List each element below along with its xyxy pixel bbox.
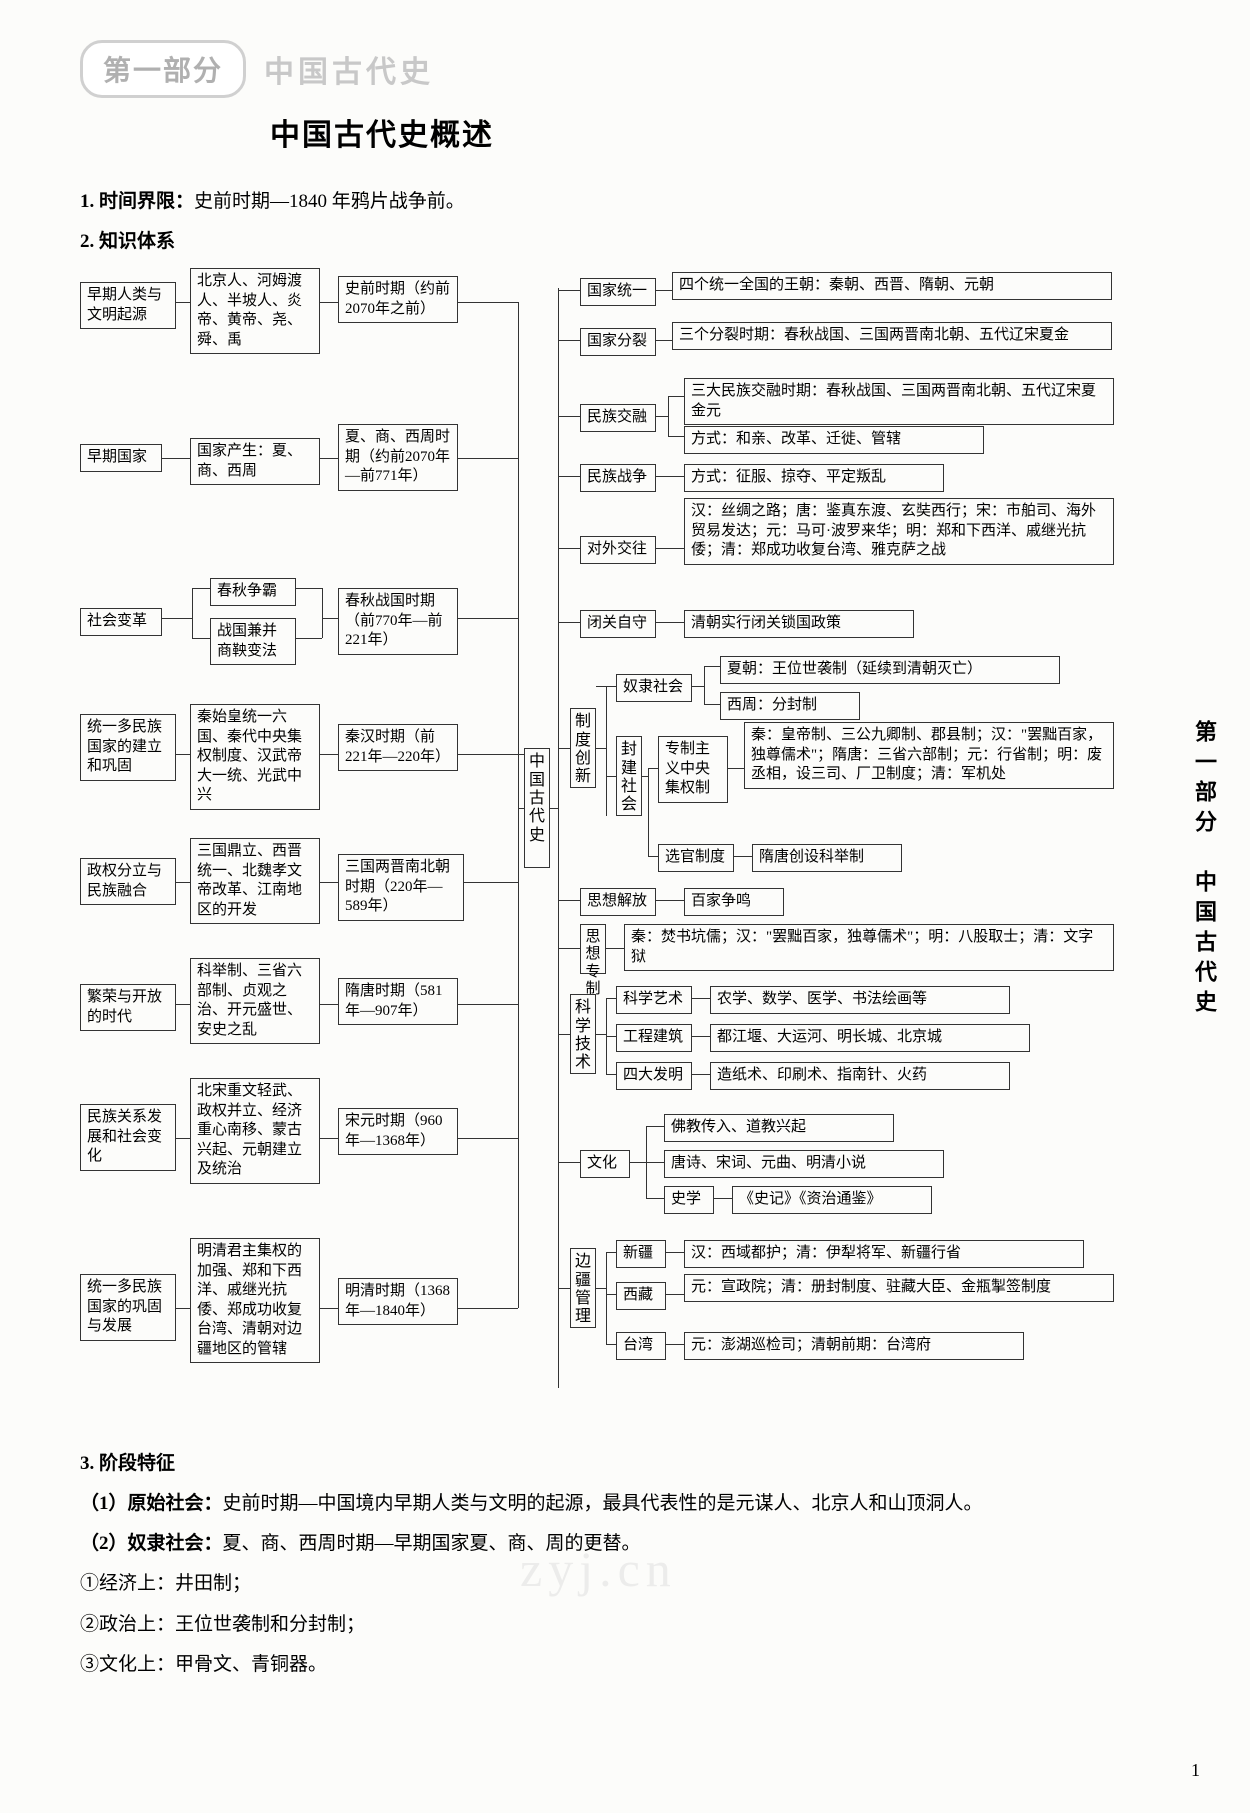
section3-p1: （1）原始社会：史前时期—中国境内早期人类与文明的起源，最具代表性的是元谋人、北… [80, 1486, 1160, 1522]
r-f3-t: 台湾 [616, 1332, 666, 1360]
r-a6-t: 闭关自守 [580, 610, 656, 638]
r-f1-c: 汉：西域都护；清：伊犁将军、新疆行省 [684, 1240, 1084, 1268]
left-cat-5: 政权分立与民族融合 [80, 858, 176, 905]
r-e2-c: 唐诗、宋词、元曲、明清小说 [664, 1150, 944, 1178]
r-d3-c: 造纸术、印刷术、指南针、火药 [710, 1062, 1010, 1090]
r-a6-c: 清朝实行闭关锁国政策 [684, 610, 914, 638]
r-c2-t: 思想专制 [580, 924, 606, 974]
main-title: 中国古代史概述 [270, 110, 1160, 154]
left-cat-8: 统一多民族国家的巩固与发展 [80, 1274, 176, 1341]
left-spine [518, 302, 519, 1308]
r-d2-t: 工程建筑 [616, 1024, 692, 1052]
r-a1-t: 国家统一 [580, 278, 656, 306]
r-d1-c: 农学、数学、医学、书法绘画等 [710, 986, 1010, 1014]
left-period-1: 史前时期（约前2070年之前） [338, 276, 458, 323]
r-a3-t: 民族交融 [580, 404, 656, 432]
r-d2-c: 都江堰、大运河、明长城、北京城 [710, 1024, 1030, 1052]
intro-line-2: 2. 知识体系 [80, 224, 1160, 260]
r-b1-c1: 夏朝：王位世袭制（延续到清朝灭亡） [720, 656, 1060, 684]
r-e3-c: 《史记》《资治通鉴》 [732, 1186, 932, 1214]
left-mid-7: 北宋重文轻武、政权并立、经济重心南移、蒙古兴起、元朝建立及统治 [190, 1078, 320, 1184]
r-system: 制度创新 [570, 708, 596, 788]
r-b2-t: 封建社会 [616, 736, 642, 816]
left-period-8: 明清时期（1368年—1840年） [338, 1278, 458, 1325]
section3-title: 3. 阶段特征 [80, 1446, 1160, 1482]
r-culture: 文化 [580, 1150, 630, 1178]
left-cat-6: 繁荣与开放的时代 [80, 984, 176, 1031]
left-mid-1: 北京人、河姆渡人、半坡人、炎帝、黄帝、尧、舜、禹 [190, 268, 320, 354]
r-a3-c1: 三大民族交融时期：春秋战国、三国两晋南北朝、五代辽宋夏金元 [684, 378, 1114, 425]
part-title-gray: 中国古代史 [264, 47, 434, 91]
r-b2-s1c: 秦：皇帝制、三公九卿制、郡县制；汉："罢黜百家，独尊儒术"；隋唐：三省六部制；元… [744, 722, 1114, 789]
left-period-4: 秦汉时期（前221年—220年） [338, 724, 458, 771]
r-d3-t: 四大发明 [616, 1062, 692, 1090]
left-mid-5: 三国鼎立、西晋统一、北魏孝文帝改革、江南地区的开发 [190, 838, 320, 924]
r-e1-c: 佛教传入、道教兴起 [664, 1114, 894, 1142]
r-b1-c2: 西周：分封制 [720, 692, 860, 720]
r-tech: 科学技术 [570, 994, 596, 1074]
r-f2-c: 元：宣政院；清：册封制度、驻藏大臣、金瓶掣签制度 [684, 1274, 1114, 1302]
r-f1-t: 新疆 [616, 1240, 666, 1268]
page: 第一部分 中国古代史 中国古代史概述 1. 时间界限：史前时期—1840 年鸦片… [0, 0, 1250, 1813]
watermark: zyj.cn [520, 1540, 677, 1598]
left-period-2: 夏、商、西周时期（约前2070年—前771年） [338, 424, 458, 491]
r-c1-t: 思想解放 [580, 888, 656, 916]
left-mid-2: 国家产生：夏、商、西周 [190, 438, 320, 485]
r-a4-t: 民族战争 [580, 464, 656, 492]
r-b2-s1: 专制主义中央集权制 [658, 736, 728, 803]
r-a2-c: 三个分裂时期：春秋战国、三国两晋南北朝、五代辽宋夏金 [672, 322, 1112, 350]
left-period-3: 春秋战国时期（前770年—前221年） [338, 588, 458, 655]
r-b2-s2: 选官制度 [658, 844, 734, 872]
r-a2-t: 国家分裂 [580, 328, 656, 356]
part-badge: 第一部分 [80, 40, 246, 98]
left-mid-8: 明清君主集权的加强、郑和下西洋、戚继光抗倭、郑成功收复台湾、清朝对边疆地区的管辖 [190, 1238, 320, 1363]
left-period-6: 隋唐时期（581年—907年） [338, 978, 458, 1025]
r-c2-c: 秦：焚书坑儒；汉："罢黜百家，独尊儒术"；明：八股取士；清：文字狱 [624, 924, 1114, 971]
r-e3-t: 史学 [664, 1186, 714, 1214]
r-f2-t: 西藏 [616, 1282, 666, 1310]
side-label: 第一部分 中国古代史 [1188, 720, 1220, 1020]
page-number: 1 [1191, 1760, 1200, 1781]
left-cat-7: 民族关系发展和社会变化 [80, 1104, 176, 1171]
r-f3-c: 元：澎湖巡检司；清朝前期：台湾府 [684, 1332, 1024, 1360]
left-period-7: 宋元时期（960年—1368年） [338, 1108, 458, 1155]
left-cat-4: 统一多民族国家的建立和巩固 [80, 714, 176, 781]
r-b1-t: 奴隶社会 [616, 674, 692, 702]
r-d1-t: 科学艺术 [616, 986, 692, 1014]
left-mid-6: 科举制、三省六部制、贞观之治、开元盛世、安史之乱 [190, 958, 320, 1044]
r-c1-c: 百家争鸣 [684, 888, 784, 916]
left-cat-1: 早期人类与文明起源 [80, 282, 176, 329]
r-border: 边疆管理 [570, 1248, 596, 1328]
section3-l3: ③文化上：甲骨文、青铜器。 [80, 1647, 1160, 1683]
r-a4-c: 方式：征服、掠夺、平定叛乱 [684, 464, 944, 492]
left-mid-3a: 春秋争霸 [210, 578, 296, 606]
intro-line-1: 1. 时间界限：史前时期—1840 年鸦片战争前。 [80, 184, 1160, 220]
r-a1-c: 四个统一全国的王朝：秦朝、西晋、隋朝、元朝 [672, 272, 1112, 300]
r-a3-c2: 方式：和亲、改革、迁徙、管辖 [684, 426, 984, 454]
center-column: 中国古代史 [524, 748, 550, 868]
r-a5-t: 对外交往 [580, 536, 656, 564]
r-a5-c: 汉：丝绸之路；唐：鉴真东渡、玄奘西行；宋：市舶司、海外贸易发达；元：马可·波罗来… [684, 498, 1114, 565]
left-mid-3b: 战国兼并 商鞅变法 [210, 618, 296, 665]
r-b2-s2c: 隋唐创设科举制 [752, 844, 902, 872]
left-period-5: 三国两晋南北朝时期（220年—589年） [338, 854, 464, 921]
left-cat-3: 社会变革 [80, 608, 162, 636]
section3-l2: ②政治上：王位世袭制和分封制； [80, 1607, 1160, 1643]
left-cat-2: 早期国家 [80, 444, 162, 472]
knowledge-diagram: 中国古代史 早期人类与文明起源 北京人、河姆渡人、半坡人、炎帝、黄帝、尧、舜、禹… [80, 268, 1150, 1438]
left-mid-4: 秦始皇统一六国、秦代中央集权制度、汉武帝大一统、光武中兴 [190, 704, 320, 810]
header: 第一部分 中国古代史 [80, 40, 1160, 98]
right-spine [558, 288, 559, 1388]
